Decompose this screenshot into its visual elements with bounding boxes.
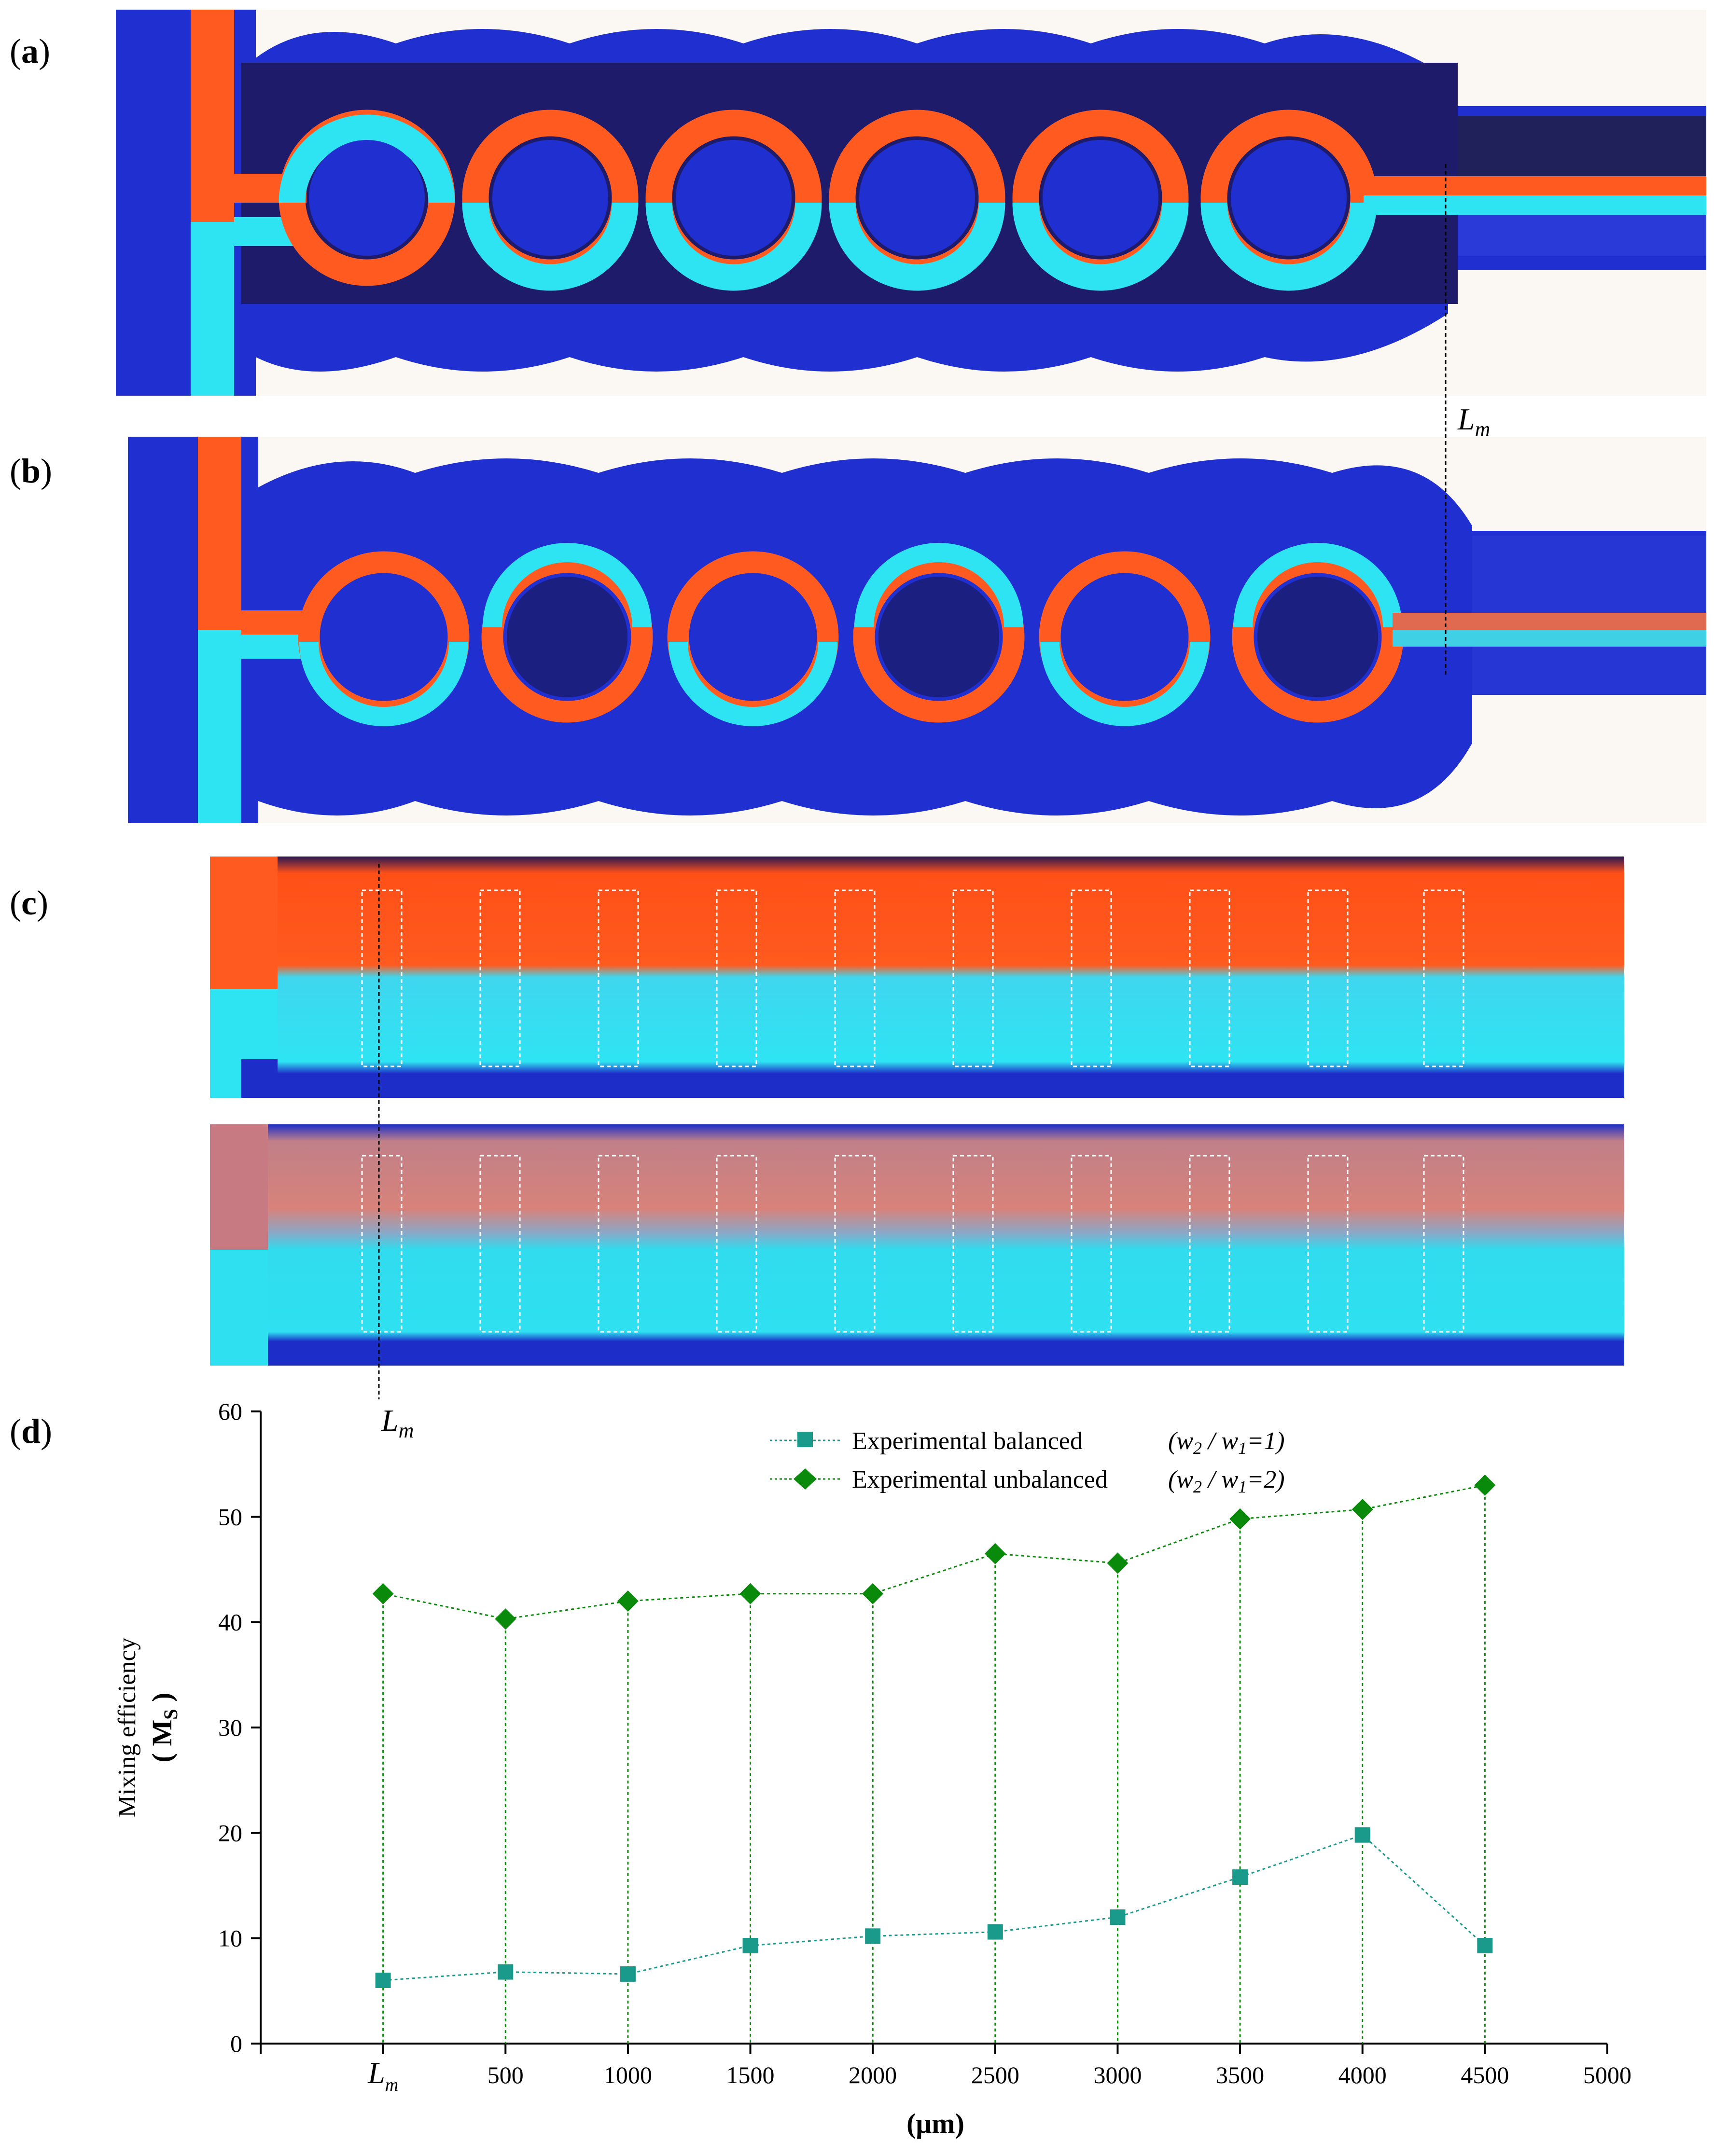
legend-label-unbalanced: Experimental unbalanced <box>852 1466 1108 1493</box>
micrograph-b <box>128 437 1706 823</box>
x-tick-label: 2500 <box>971 2061 1019 2088</box>
micrograph-a <box>116 10 1706 396</box>
x-tick-label: 3000 <box>1093 2061 1142 2088</box>
x-tick-label: Lm <box>367 2056 398 2095</box>
data-point-balanced <box>1354 1827 1370 1843</box>
x-tick-label: 4000 <box>1338 2061 1387 2088</box>
x-tick-label: 5000 <box>1583 2061 1631 2088</box>
x-axis-label: (μm) <box>906 2108 964 2139</box>
legend-label-balanced: Experimental balanced <box>852 1427 1083 1455</box>
x-tick-label: 1000 <box>604 2061 652 2088</box>
y-tick-label: 60 <box>218 1398 242 1425</box>
data-point-balanced <box>498 1964 514 1980</box>
drop-lines <box>382 1485 1486 2044</box>
x-tick-label: 1500 <box>726 2061 775 2088</box>
series-line-unbalanced <box>383 1484 1485 1620</box>
data-point-unbalanced <box>984 1543 1006 1564</box>
micrograph-c-top <box>210 857 1624 1098</box>
y-axis-label: Mixing efficiency <box>113 1637 141 1817</box>
data-point-unbalanced <box>739 1583 761 1604</box>
data-point-unbalanced <box>1352 1499 1373 1520</box>
panel-label-c: (c) <box>10 884 48 922</box>
x-tick-label: 4500 <box>1461 2061 1509 2088</box>
y-tick-label: 0 <box>230 2030 242 2057</box>
x-ticks: Lm 500 1000 1500 2000 2500 3000 3500 4000 4500 500… <box>260 2044 1631 2095</box>
data-point-unbalanced <box>495 1608 516 1630</box>
y-tick-label: 30 <box>218 1714 242 1741</box>
y-tick-label: 10 <box>218 1925 242 1952</box>
data-point-balanced <box>1232 1869 1248 1885</box>
y-tick-label: 50 <box>218 1503 242 1530</box>
y-tick-label: 20 <box>218 1819 242 1846</box>
legend-marker-unbalanced <box>794 1468 817 1490</box>
y-ticks: 0 10 20 30 40 50 60 <box>218 1398 261 2057</box>
data-point-unbalanced <box>372 1583 394 1604</box>
legend-marker-balanced <box>797 1432 813 1447</box>
y-axis-label-symbol: ( MS ) <box>146 1693 181 1763</box>
x-tick-label: 3500 <box>1216 2061 1264 2088</box>
data-point-balanced <box>620 1966 636 1982</box>
micrograph-c-bottom <box>210 1124 1624 1366</box>
panel-label-a: (a) <box>10 32 50 70</box>
series <box>372 1474 1496 1988</box>
data-point-balanced <box>1477 1937 1493 1953</box>
data-point-unbalanced <box>862 1583 884 1604</box>
legend: Experimental balanced (w2 / w1=1) Experi… <box>770 1427 1285 1496</box>
mixing-efficiency-chart: 0 10 20 30 40 50 60 Lm 500 1000 1500 2000 2500 3000 3… <box>113 1398 1631 2139</box>
data-point-balanced <box>865 1928 881 1944</box>
panel-label-d: (d) <box>10 1412 52 1451</box>
data-point-unbalanced <box>1474 1474 1496 1496</box>
data-point-balanced <box>1110 1909 1126 1925</box>
x-tick-label: 2000 <box>849 2061 897 2088</box>
lm-label-bottom: Lm <box>381 1403 414 1442</box>
data-point-balanced <box>375 1973 391 1988</box>
data-point-unbalanced <box>1107 1552 1129 1574</box>
x-tick-label: 500 <box>488 2061 524 2088</box>
legend-ratio-balanced: (w2 / w1=1) <box>1168 1427 1285 1458</box>
data-point-balanced <box>987 1924 1003 1940</box>
data-point-unbalanced <box>617 1590 639 1612</box>
data-point-unbalanced <box>1229 1508 1251 1530</box>
data-point-balanced <box>742 1937 758 1953</box>
panel-label-b: (b) <box>10 452 52 490</box>
series-line-balanced <box>383 1834 1486 1981</box>
lm-label-top: Lm <box>1457 402 1490 441</box>
legend-ratio-unbalanced: (w2 / w1=2) <box>1168 1466 1285 1496</box>
y-tick-label: 40 <box>218 1609 242 1636</box>
